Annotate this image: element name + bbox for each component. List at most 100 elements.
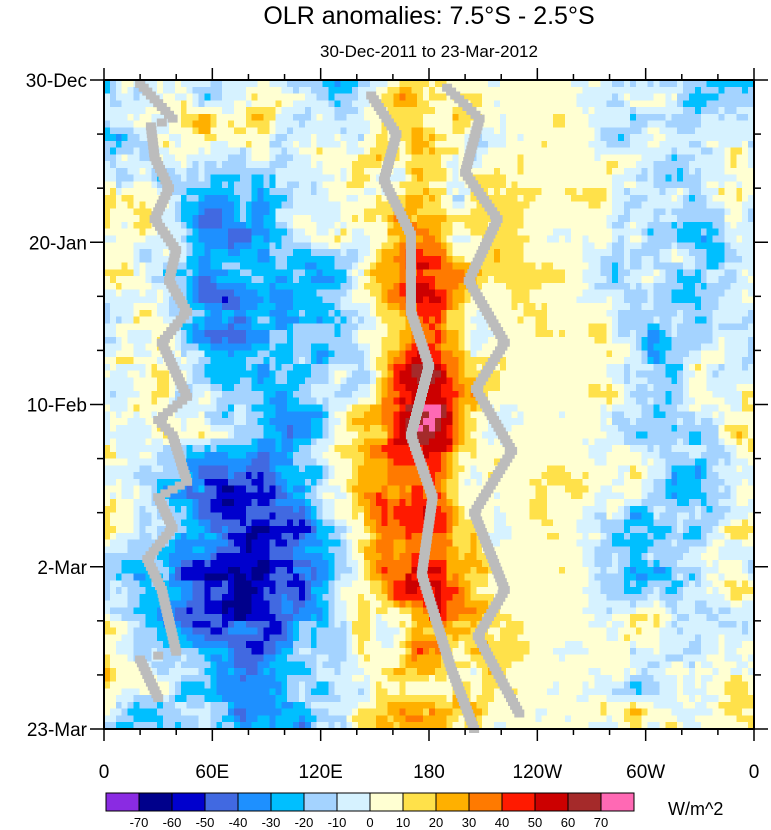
heatmap-cell [293, 140, 300, 149]
heatmap-cell [228, 235, 235, 243]
heatmap-cell [299, 377, 306, 385]
heatmap-cell [499, 154, 507, 162]
heatmap-cell [683, 370, 690, 379]
heatmap-cell [109, 276, 117, 284]
heatmap-cell [109, 255, 117, 264]
heatmap-cell [570, 282, 578, 291]
heatmap-cell [434, 167, 442, 176]
heatmap-cell [222, 221, 229, 230]
heatmap-cell [535, 215, 542, 223]
heatmap-cell [700, 208, 708, 216]
heatmap-cell [559, 100, 566, 108]
heatmap-cell [399, 107, 406, 115]
heatmap-cell [547, 174, 554, 183]
heatmap-cell [677, 289, 684, 297]
heatmap-cell [293, 269, 300, 277]
heatmap-cell [405, 330, 412, 338]
heatmap-cell [624, 154, 631, 162]
heatmap-cell [730, 181, 737, 189]
heatmap-cell [115, 289, 123, 297]
heatmap-cell [517, 140, 525, 149]
heatmap-cell [600, 377, 607, 385]
heatmap-cell [505, 276, 513, 284]
heatmap-cell [505, 242, 513, 250]
heatmap-cell [748, 181, 755, 189]
heatmap-cell [222, 161, 229, 169]
heatmap-cell [576, 147, 584, 155]
heatmap-cell [742, 249, 749, 257]
heatmap-cell [488, 370, 495, 379]
heatmap-cell [393, 113, 401, 122]
heatmap-cell [352, 269, 359, 277]
heatmap-cell [275, 154, 282, 162]
heatmap-cell [316, 296, 324, 304]
heatmap-cell [269, 316, 276, 324]
heatmap-cell [570, 100, 578, 108]
heatmap-cell [417, 80, 424, 88]
heatmap-cell [511, 343, 519, 352]
heatmap-cell [653, 181, 661, 189]
heatmap-cell [346, 86, 353, 95]
heatmap-cell [239, 127, 247, 135]
heatmap-cell [641, 296, 649, 304]
heatmap-cell [511, 194, 519, 203]
heatmap-cell [405, 80, 412, 88]
heatmap-cell [121, 276, 129, 284]
heatmap-cell [393, 303, 401, 311]
heatmap-cell [287, 154, 294, 162]
heatmap-cell [606, 93, 613, 101]
heatmap-cell [234, 113, 241, 122]
heatmap-cell [470, 80, 477, 88]
heatmap-cell [488, 188, 495, 196]
heatmap-cell [364, 377, 371, 385]
heatmap-cell [210, 316, 217, 324]
heatmap-cell [736, 276, 743, 284]
heatmap-cell [429, 255, 436, 264]
heatmap-cell [381, 194, 389, 203]
heatmap-cell [730, 309, 737, 318]
heatmap-cell [340, 323, 347, 331]
heatmap-cell [157, 113, 164, 122]
heatmap-cell [429, 215, 436, 223]
heatmap-cell [659, 363, 666, 372]
heatmap-cell [606, 181, 613, 189]
heatmap-cell [647, 86, 655, 95]
heatmap-cell [635, 296, 643, 304]
heatmap-cell [316, 154, 324, 162]
heatmap-cell [180, 86, 188, 95]
heatmap-cell [553, 80, 560, 88]
heatmap-cell [369, 296, 377, 304]
heatmap-cell [647, 215, 655, 223]
heatmap-cell [511, 140, 519, 149]
heatmap-cell [706, 235, 714, 243]
heatmap-cell [257, 357, 265, 365]
heatmap-cell [222, 384, 229, 392]
heatmap-cell [127, 370, 135, 379]
heatmap-cell [423, 249, 430, 257]
heatmap-cell [677, 228, 684, 237]
heatmap-cell [299, 134, 306, 142]
heatmap-cell [612, 289, 619, 297]
heatmap-cell [316, 343, 324, 352]
heatmap-cell [653, 208, 661, 216]
heatmap-cell [405, 350, 412, 358]
heatmap-cell [730, 235, 737, 243]
heatmap-cell [192, 282, 200, 291]
heatmap-cell [269, 377, 276, 385]
heatmap-cell [482, 343, 489, 352]
heatmap-cell [210, 323, 217, 331]
heatmap-cell [204, 201, 211, 210]
heatmap-cell [641, 262, 649, 270]
heatmap-cell [529, 161, 536, 169]
heatmap-cell [109, 303, 117, 311]
heatmap-cell [653, 140, 661, 149]
heatmap-cell [316, 357, 324, 365]
heatmap-cell [429, 303, 436, 311]
heatmap-cell [328, 370, 336, 379]
heatmap-cell [718, 93, 726, 101]
heatmap-cell [523, 127, 531, 135]
heatmap-cell [127, 93, 135, 101]
heatmap-cell [121, 140, 129, 149]
heatmap-cell [600, 336, 607, 345]
heatmap-cell [411, 86, 418, 95]
